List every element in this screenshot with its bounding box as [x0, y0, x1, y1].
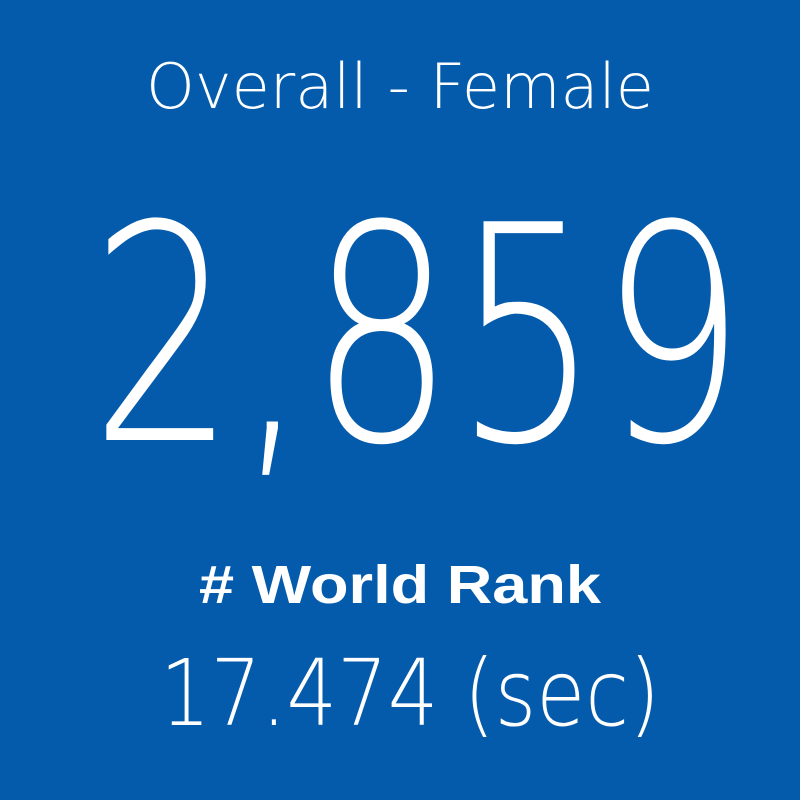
- rank-label: # World Rank: [199, 555, 602, 615]
- time-value: 17.474 (sec): [160, 640, 660, 747]
- tile-title: Overall - Female: [146, 50, 654, 123]
- rank-value: 2,859: [91, 162, 746, 511]
